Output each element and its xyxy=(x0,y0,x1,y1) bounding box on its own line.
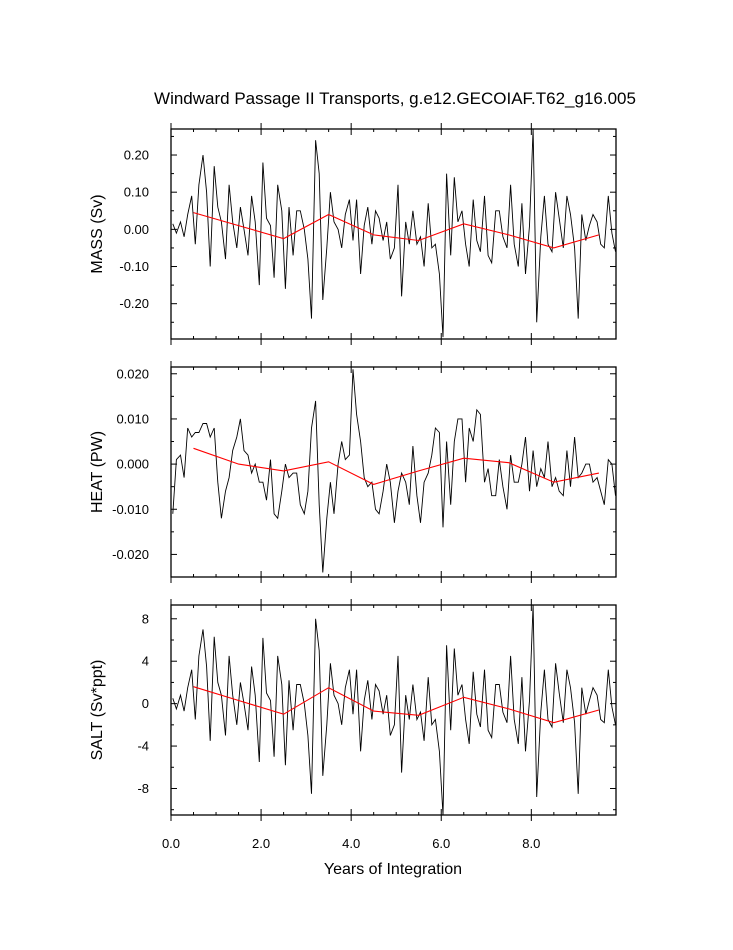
x-tick-label: 8.0 xyxy=(522,836,540,851)
x-axis-title: Years of Integration xyxy=(324,861,462,878)
y-tick-label: -4 xyxy=(137,739,149,754)
trend-line xyxy=(193,447,600,485)
y-tick-label: -0.010 xyxy=(112,502,149,517)
y-tick-label: 4 xyxy=(142,654,149,669)
y-tick-label: 0.000 xyxy=(116,457,149,472)
y-axis-title: MASS (Sv) xyxy=(89,194,106,273)
y-axis-title: SALT (Sv*ppt) xyxy=(89,660,106,761)
series-line xyxy=(172,605,616,815)
y-tick-label: 8 xyxy=(142,611,149,626)
x-tick-label: 6.0 xyxy=(432,836,450,851)
plot-frame xyxy=(170,604,617,816)
y-tick-label: -0.10 xyxy=(119,259,149,274)
y-tick-label: 0 xyxy=(142,696,149,711)
y-tick-label: 0.010 xyxy=(116,411,149,426)
series-line xyxy=(172,369,616,573)
series-line xyxy=(172,129,616,338)
trend-line xyxy=(193,686,600,724)
y-axis-title: HEAT (PW) xyxy=(89,431,106,513)
plot-frame xyxy=(170,366,617,578)
plot-frame xyxy=(170,128,617,340)
x-tick-label: 0.0 xyxy=(162,836,180,851)
x-tick-label: 4.0 xyxy=(342,836,360,851)
y-tick-label: -8 xyxy=(137,781,149,796)
y-tick-label: -0.20 xyxy=(119,296,149,311)
panel-3: -8 -4 0 4 8 SALT (Sv*ppt) 0.0 2.0 4.0 6.0 8.0 xyxy=(89,599,617,851)
y-tick-label: 0.020 xyxy=(116,366,149,381)
y-tick-label: 0.00 xyxy=(124,222,149,237)
y-tick-label: 0.10 xyxy=(124,185,149,200)
panel-1: -0.20 -0.10 0.00 0.10 0.20 MASS (Sv) xyxy=(89,123,617,345)
y-tick-label: 0.20 xyxy=(124,148,149,163)
chart-title: Windward Passage II Transports, g.e12.GE… xyxy=(154,89,636,108)
x-tick-label: 2.0 xyxy=(252,836,270,851)
panel-2: -0.020 -0.010 0.000 0.010 0.020 HEAT (PW) xyxy=(89,361,617,583)
y-tick-label: -0.020 xyxy=(112,547,149,562)
trend-line xyxy=(193,212,600,249)
